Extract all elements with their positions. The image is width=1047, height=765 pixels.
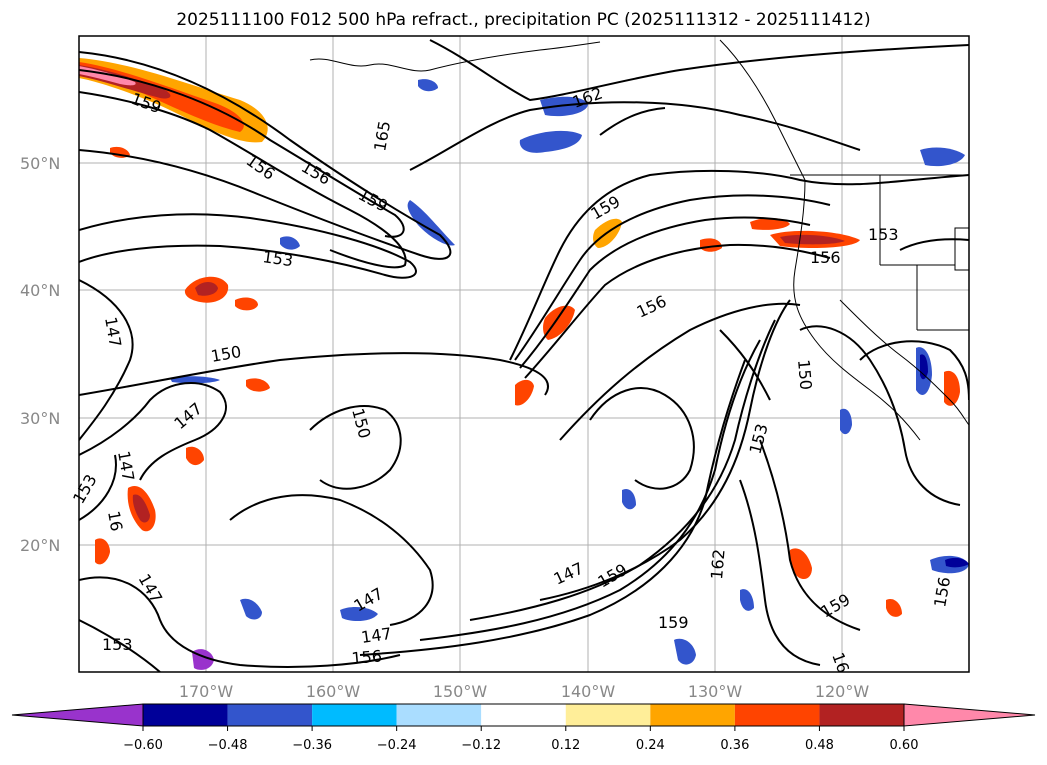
precip-blob <box>95 538 110 565</box>
precip-blob <box>235 297 258 311</box>
colorbar-tick-label: −0.60 <box>123 738 163 753</box>
colorbar-tick-label: 0.36 <box>720 738 749 753</box>
precip-blob <box>170 376 220 384</box>
precip-blob <box>674 638 696 665</box>
precip-blob <box>780 234 845 245</box>
precip-blob <box>740 589 754 611</box>
colorbar-outline <box>142 703 905 727</box>
colorbar-tick-label: 0.48 <box>805 738 834 753</box>
contour-label: 153 <box>102 635 133 654</box>
precip-blob <box>543 305 575 340</box>
coastlines <box>309 39 969 441</box>
precip-shading <box>79 58 969 670</box>
lat-labels: 50°N 40°N 30°N 20°N <box>20 154 60 555</box>
colorbar-tick-label: 0.12 <box>551 738 580 753</box>
colorbar-segment <box>227 704 313 726</box>
colorbar-segment <box>734 704 820 726</box>
lon-labels: 170°W 160°W 150°W 140°W 130°W 120°W <box>179 682 870 701</box>
colorbar-tick-label: −0.12 <box>461 738 501 753</box>
lon-label: 120°W <box>815 682 870 701</box>
lon-label: 130°W <box>688 682 743 701</box>
colorbar: −0.60 −0.48 −0.36 −0.24 −0.12 0.12 0.24 0.36 0.4… <box>11 703 1036 753</box>
precip-blob <box>280 236 300 250</box>
precip-blob <box>240 598 262 620</box>
contour-lines <box>79 39 969 672</box>
colorbar-segment <box>312 704 397 726</box>
precip-blob <box>340 606 378 622</box>
precip-blob <box>195 282 218 296</box>
colorbar-segment <box>481 704 566 726</box>
colorbar-tick-label: −0.24 <box>377 738 417 753</box>
colorbar-tick-label: 0.24 <box>636 738 665 753</box>
lon-label: 150°W <box>433 682 488 701</box>
contour-label: 153 <box>261 247 294 270</box>
precip-blob <box>132 494 150 523</box>
precip-blob <box>622 488 636 510</box>
lat-label: 20°N <box>20 536 60 555</box>
precip-blob <box>920 147 965 167</box>
precip-blob <box>840 408 852 435</box>
contour-label: 16 <box>104 509 126 532</box>
lat-label: 30°N <box>20 409 60 428</box>
precip-blob <box>789 548 812 580</box>
precip-blob <box>944 370 960 406</box>
precip-blob <box>186 446 204 466</box>
contour-label: 153 <box>868 225 899 244</box>
gridlines <box>79 36 969 672</box>
colorbar-tick-label: −0.48 <box>208 738 248 753</box>
contour-label: 150 <box>794 359 816 391</box>
lat-label: 50°N <box>20 154 60 173</box>
contour-label: 156 <box>351 646 383 668</box>
lon-label: 160°W <box>306 682 361 701</box>
colorbar-segment <box>396 704 482 726</box>
colorbar-segment <box>650 704 735 726</box>
precip-blob <box>945 557 969 568</box>
contour-label: 162 <box>707 548 729 580</box>
precip-blob <box>519 130 582 153</box>
colorbar-segment <box>143 704 228 726</box>
precip-blob <box>515 379 534 406</box>
colorbar-tick-label: −0.36 <box>292 738 332 753</box>
colorbar-extend-low <box>11 703 144 727</box>
precip-blob <box>407 200 455 246</box>
lon-label: 170°W <box>179 682 234 701</box>
colorbar-extend-high <box>903 703 1036 727</box>
map-title: 2025111100 F012 500 hPa refract., precip… <box>176 10 871 30</box>
colorbar-tick-label: 0.60 <box>890 738 919 753</box>
precip-blob <box>246 378 270 392</box>
lon-label: 140°W <box>561 682 616 701</box>
precip-blob <box>700 238 722 252</box>
precip-blob <box>750 218 790 230</box>
contour-label: 156 <box>810 248 841 267</box>
precip-blob <box>418 79 438 92</box>
precip-blob <box>540 96 588 117</box>
lat-label: 40°N <box>20 281 60 300</box>
plot-frame <box>78 35 970 673</box>
contour-label: 159 <box>658 613 689 632</box>
colorbar-segment <box>565 704 651 726</box>
colorbar-segment <box>819 704 904 726</box>
contour-label: 147 <box>360 624 393 647</box>
precip-blob <box>886 598 902 617</box>
